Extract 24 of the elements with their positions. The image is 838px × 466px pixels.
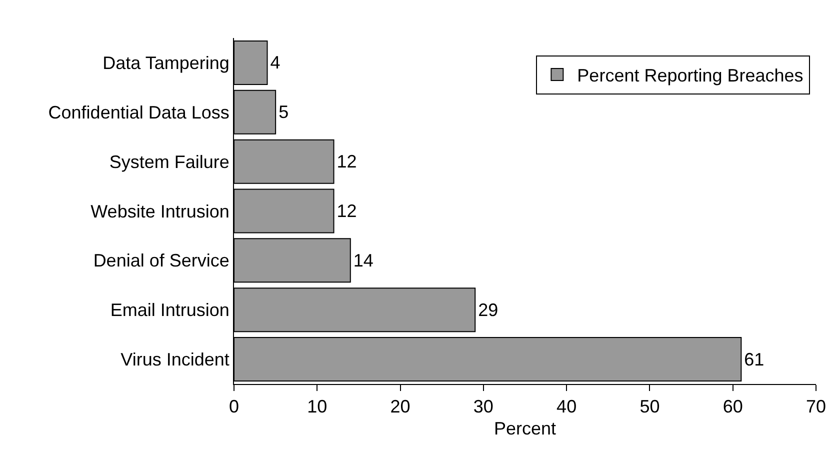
x-tick-label: 40 bbox=[556, 396, 577, 417]
y-tick-label: Data Tampering bbox=[102, 53, 230, 74]
y-tick-label: System Failure bbox=[109, 152, 230, 172]
data-label: 12 bbox=[336, 201, 357, 221]
legend-label: Percent Reporting Breaches bbox=[577, 66, 804, 86]
x-tick-label: 0 bbox=[228, 396, 240, 417]
x-tick-label: 30 bbox=[473, 396, 494, 417]
data-label: 4 bbox=[270, 52, 280, 73]
x-tick-label: 60 bbox=[722, 396, 743, 417]
y-tick-label: Denial of Service bbox=[93, 250, 230, 271]
data-label: 14 bbox=[353, 250, 374, 270]
data-label: 61 bbox=[744, 349, 764, 370]
x-tick-label: 50 bbox=[640, 396, 660, 417]
x-tick-label: 70 bbox=[806, 396, 826, 417]
y-tick-label: Confidential Data Loss bbox=[48, 102, 230, 122]
y-tick-label: Email Intrusion bbox=[110, 300, 230, 320]
data-label: 12 bbox=[336, 152, 357, 172]
data-label: 29 bbox=[478, 300, 498, 320]
x-tick-label: 10 bbox=[307, 396, 328, 417]
y-tick-label: Virus Incident bbox=[120, 350, 230, 370]
x-axis-title: Percent bbox=[494, 418, 556, 439]
x-tick-label: 20 bbox=[390, 396, 410, 417]
y-tick-label: Website Intrusion bbox=[90, 201, 230, 222]
data-label: 5 bbox=[278, 102, 289, 122]
